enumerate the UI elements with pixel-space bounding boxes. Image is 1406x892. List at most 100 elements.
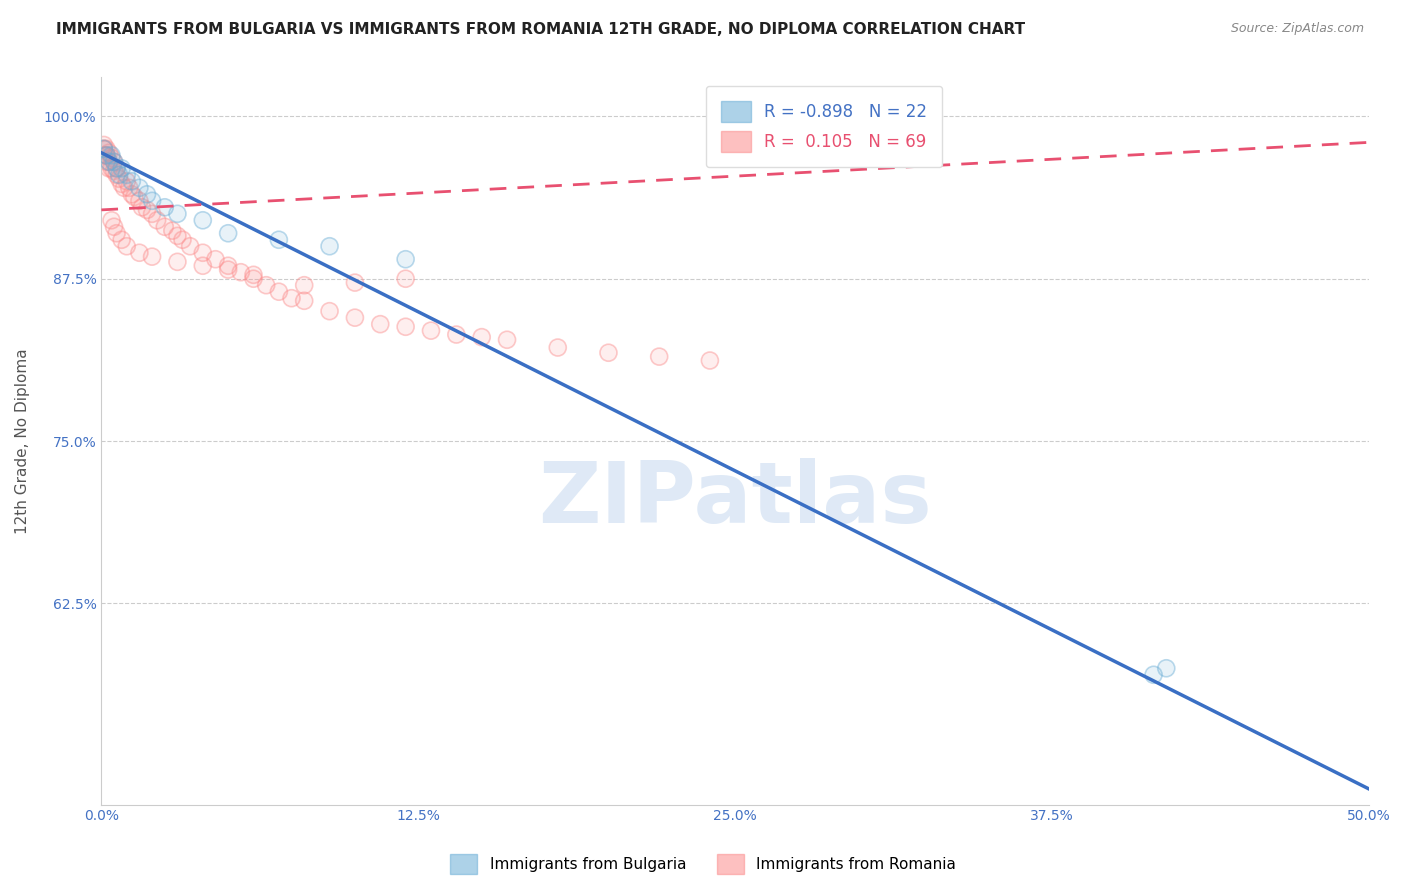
Point [111, 177, 134, 191]
Point [547, 341, 569, 355]
Point [166, 207, 188, 221]
Point [368, 317, 391, 331]
Point [166, 228, 188, 243]
Point [267, 285, 290, 299]
Legend: Immigrants from Bulgaria, Immigrants from Romania: Immigrants from Bulgaria, Immigrants fro… [444, 848, 962, 880]
Point [141, 207, 163, 221]
Point [115, 239, 138, 253]
Point [108, 171, 131, 186]
Point [229, 265, 252, 279]
Point [141, 250, 163, 264]
Point [100, 213, 122, 227]
Point [105, 161, 128, 176]
Point [318, 304, 340, 318]
Point [128, 194, 150, 208]
Point [96, 154, 118, 169]
Point [128, 245, 150, 260]
Point [191, 259, 214, 273]
Point [141, 194, 163, 208]
Point [100, 148, 122, 162]
Point [395, 252, 418, 267]
Point [93, 138, 115, 153]
Point [121, 187, 143, 202]
Point [162, 224, 184, 238]
Point [153, 200, 176, 214]
Point [98, 145, 121, 160]
Point [1156, 661, 1178, 675]
Point [115, 174, 138, 188]
Point [204, 252, 226, 267]
Point [103, 164, 125, 178]
Point [153, 200, 176, 214]
Point [242, 268, 264, 282]
Point [115, 168, 138, 182]
Point [93, 142, 115, 156]
Point [1142, 667, 1164, 681]
Point [1142, 667, 1164, 681]
Point [121, 174, 143, 188]
Point [153, 219, 176, 234]
Point [318, 304, 340, 318]
Point [115, 239, 138, 253]
Point [242, 271, 264, 285]
Point [100, 213, 122, 227]
Point [96, 148, 118, 162]
Point [166, 255, 188, 269]
Point [598, 345, 620, 359]
Point [343, 276, 366, 290]
Point [267, 233, 290, 247]
Point [292, 278, 315, 293]
Point [280, 291, 302, 305]
Point [98, 154, 121, 169]
Point [172, 233, 194, 247]
Point [103, 154, 125, 169]
Point [96, 142, 118, 156]
Point [128, 194, 150, 208]
Point [118, 181, 141, 195]
Point [267, 233, 290, 247]
Point [318, 239, 340, 253]
Point [103, 219, 125, 234]
Point [100, 148, 122, 162]
Point [112, 181, 135, 195]
Point [105, 161, 128, 176]
Point [471, 330, 494, 344]
Point [96, 154, 118, 169]
Point [93, 148, 115, 162]
Point [204, 252, 226, 267]
Point [124, 190, 146, 204]
Point [112, 181, 135, 195]
Point [108, 168, 131, 182]
Point [229, 265, 252, 279]
Point [118, 181, 141, 195]
Point [96, 148, 118, 162]
Point [93, 148, 115, 162]
Point [191, 213, 214, 227]
Point [217, 262, 239, 277]
Point [368, 317, 391, 331]
Point [420, 324, 443, 338]
Point [121, 174, 143, 188]
Point [343, 276, 366, 290]
Point [395, 271, 418, 285]
Point [141, 194, 163, 208]
Point [136, 187, 159, 202]
Point [111, 161, 134, 176]
Point [699, 353, 721, 368]
Point [267, 285, 290, 299]
Point [217, 259, 239, 273]
Point [217, 262, 239, 277]
Point [128, 181, 150, 195]
Point [395, 319, 418, 334]
Point [100, 161, 122, 176]
Point [108, 171, 131, 186]
Point [242, 268, 264, 282]
Point [103, 164, 125, 178]
Point [547, 341, 569, 355]
Point [292, 293, 315, 308]
Point [105, 227, 128, 241]
Point [98, 145, 121, 160]
Point [121, 187, 143, 202]
Y-axis label: 12th Grade, No Diploma: 12th Grade, No Diploma [15, 348, 30, 533]
Point [103, 219, 125, 234]
